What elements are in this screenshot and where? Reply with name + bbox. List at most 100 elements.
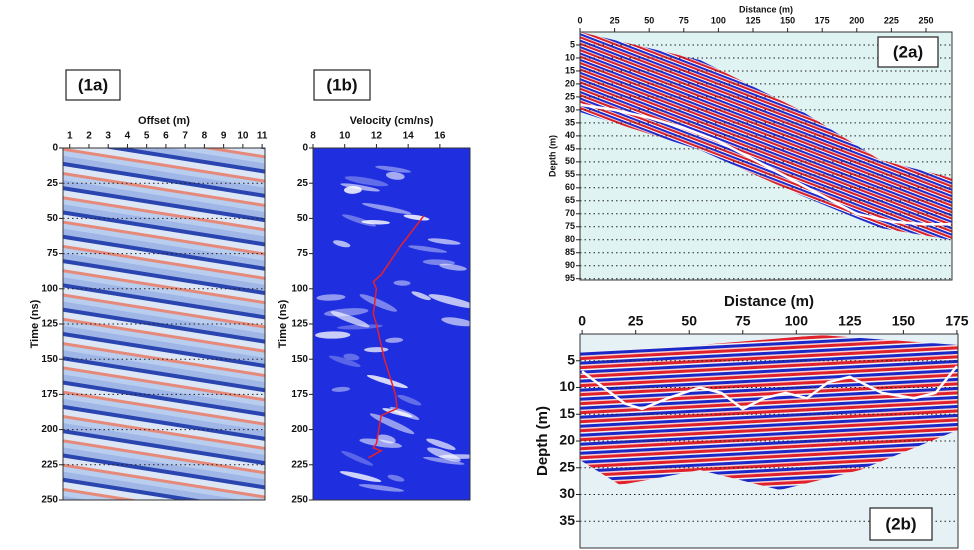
y-tick-label: 50 xyxy=(565,156,575,166)
y-tick-label: 85 xyxy=(565,247,575,257)
y-tick-label: 90 xyxy=(565,260,575,270)
y-tick-label: 55 xyxy=(565,169,575,179)
y-tick-label: 45 xyxy=(565,143,575,153)
series-line xyxy=(580,103,951,226)
x-tick-label: 2 xyxy=(86,131,92,142)
y-tick-label: 25 xyxy=(297,178,309,189)
x-tick-label: 175 xyxy=(815,15,830,25)
spectrum-streak xyxy=(331,386,351,392)
x-tick-label: 4 xyxy=(125,131,131,142)
y-tick-label: 25 xyxy=(47,178,59,189)
y-tick-label: 150 xyxy=(41,354,58,365)
x-tick-label: 0 xyxy=(578,313,586,329)
y-tick-label: 10 xyxy=(565,52,575,62)
spectrum-streak xyxy=(375,165,411,173)
spectrum-streak xyxy=(387,474,405,482)
spectrum-streak xyxy=(343,353,360,361)
y-tick-label: 75 xyxy=(297,248,309,259)
x-tick-label: 200 xyxy=(849,15,864,25)
spectrum-streak xyxy=(385,337,404,343)
y-axis-title: Depth (m) xyxy=(547,135,557,177)
spectrum-streak xyxy=(344,176,389,187)
y-tick-label: 80 xyxy=(565,234,575,244)
y-tick-label: 125 xyxy=(41,319,58,330)
spectrum-streak xyxy=(339,471,382,482)
panel-label: (1b) xyxy=(326,75,357,94)
spectrum-streak xyxy=(408,245,448,253)
y-tick-label: 95 xyxy=(565,273,575,283)
spectrum-streak xyxy=(385,171,405,180)
y-axis-title: Time (ns) xyxy=(29,299,41,348)
y-tick-label: 20 xyxy=(565,78,575,88)
spectrum-streak xyxy=(341,450,374,466)
y-axis-title: Depth (m) xyxy=(534,406,551,476)
spectrum-streak xyxy=(403,214,430,221)
y-tick-label: 0 xyxy=(302,143,308,154)
x-axis-title: Distance (m) xyxy=(724,293,814,310)
panel-label: (2a) xyxy=(893,42,923,61)
x-axis-title: Offset (m) xyxy=(138,115,190,127)
radargram-2a xyxy=(580,32,952,280)
spectrum-streak xyxy=(330,311,370,328)
radargram-1a xyxy=(63,148,265,500)
series-line xyxy=(368,215,425,459)
y-tick-label: 75 xyxy=(565,221,575,231)
y-tick-label: 100 xyxy=(41,283,58,294)
spectrum-streak xyxy=(361,202,412,215)
plot-frame xyxy=(579,31,953,281)
spectrum-streak xyxy=(397,394,422,406)
x-tick-label: 3 xyxy=(105,131,111,142)
axes: 1 2 3 4 5 6 7 8 9 10 11025507510012515017520022525… xyxy=(29,4,969,549)
y-tick-label: 225 xyxy=(41,459,58,470)
x-tick-label: 7 xyxy=(182,131,188,142)
x-axis-title: Distance (m) xyxy=(739,4,793,14)
x-tick-label: 25 xyxy=(610,15,620,25)
y-axis-title: Time (ns) xyxy=(277,299,289,348)
y-tick-label: 175 xyxy=(291,389,308,400)
spectrum-streak xyxy=(316,294,346,301)
y-tick-label: 35 xyxy=(559,512,575,528)
y-tick-label: 0 xyxy=(52,143,58,154)
panel-label-box xyxy=(313,69,371,101)
spectrum-streak xyxy=(358,484,405,492)
spectrum-streak xyxy=(333,240,351,248)
spectrum-streak xyxy=(359,294,397,312)
x-tick-label: 5 xyxy=(144,131,150,142)
y-tick-label: 250 xyxy=(41,495,58,506)
x-tick-label: 50 xyxy=(644,15,654,25)
y-tick-label: 65 xyxy=(565,195,575,205)
y-tick-label: 70 xyxy=(565,208,575,218)
x-tick-label: 8 xyxy=(202,131,208,142)
y-tick-label: 35 xyxy=(565,117,575,127)
y-tick-label: 40 xyxy=(565,130,575,140)
y-tick-label: 25 xyxy=(559,458,575,474)
spectrum-streak xyxy=(340,183,380,192)
x-tick-label: 6 xyxy=(163,131,169,142)
spectrum-streak xyxy=(438,454,470,459)
spectrum-streak xyxy=(422,259,456,266)
y-tick-label: 30 xyxy=(559,485,575,501)
spectrum-streak xyxy=(426,438,456,450)
x-tick-label: 8 xyxy=(310,131,316,142)
spectrum-streak xyxy=(361,220,390,225)
panel-label: (2b) xyxy=(885,514,916,533)
spectrum-streak xyxy=(439,263,467,271)
y-tick-label: 20 xyxy=(559,432,575,448)
x-tick-label: 125 xyxy=(745,15,760,25)
y-tick-label: 50 xyxy=(47,213,59,224)
y-tick-label: 50 xyxy=(297,213,309,224)
y-tick-label: 30 xyxy=(565,104,575,114)
y-tick-label: 15 xyxy=(565,65,575,75)
y-tick-label: 25 xyxy=(565,91,575,101)
y-tick-label: 150 xyxy=(291,354,308,365)
x-tick-label: 75 xyxy=(679,15,689,25)
y-tick-label: 75 xyxy=(47,248,59,259)
x-tick-label: 75 xyxy=(735,313,751,329)
y-tick-label: 100 xyxy=(291,283,308,294)
x-axis-title: Velocity (cm/ns) xyxy=(350,115,434,127)
series-line xyxy=(581,365,958,411)
panel-label: (1a) xyxy=(78,75,108,94)
velocity-spectrum xyxy=(313,148,470,500)
spectrum-streak xyxy=(441,317,470,327)
